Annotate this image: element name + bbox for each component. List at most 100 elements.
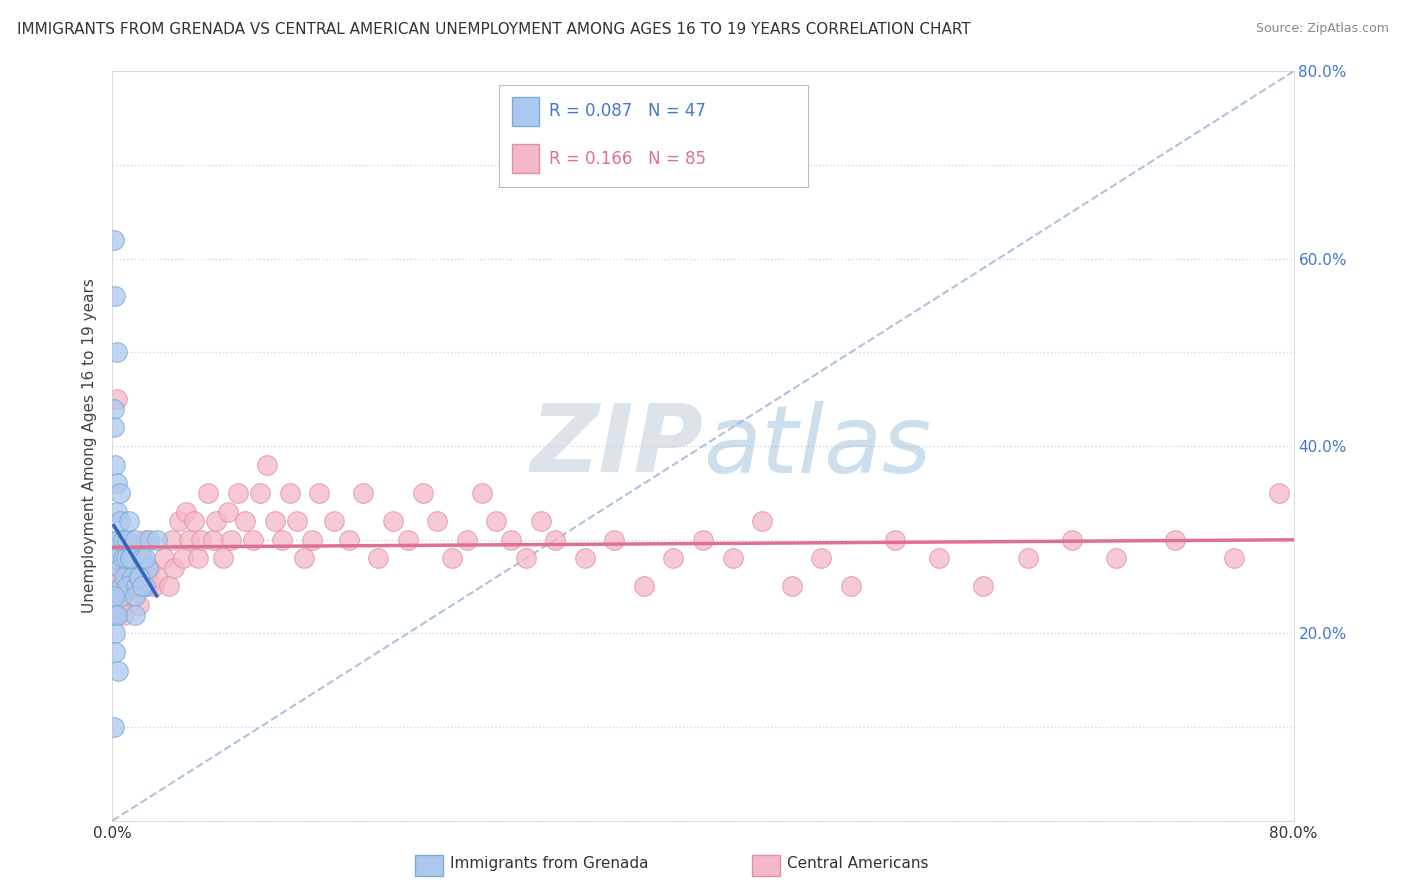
Point (201, 533, 224, 547)
Point (111, 533, 134, 547)
Point (928, 551, 950, 566)
Point (212, 551, 235, 566)
Text: Immigrants from Grenada: Immigrants from Grenada (450, 856, 648, 871)
Point (544, 533, 567, 547)
Point (122, 589, 145, 603)
Point (104, 551, 127, 566)
Point (105, 345, 128, 359)
Point (111, 580, 134, 594)
Point (111, 551, 134, 566)
Text: Source: ZipAtlas.com: Source: ZipAtlas.com (1256, 22, 1389, 36)
Point (105, 607, 128, 622)
Point (183, 514, 205, 528)
Point (128, 570, 150, 584)
Point (142, 580, 165, 594)
Point (120, 551, 142, 566)
Point (105, 505, 128, 519)
Point (179, 533, 201, 547)
Point (114, 551, 136, 566)
FancyBboxPatch shape (512, 145, 540, 173)
Point (104, 551, 127, 566)
Text: IMMIGRANTS FROM GRENADA VS CENTRAL AMERICAN UNEMPLOYMENT AMONG AGES 16 TO 19 YEA: IMMIGRANTS FROM GRENADA VS CENTRAL AMERI… (17, 22, 970, 37)
Point (751, 514, 773, 528)
Point (256, 458, 278, 472)
Point (1017, 551, 1039, 566)
Point (103, 720, 125, 734)
Point (134, 533, 156, 547)
Point (124, 533, 146, 547)
Point (219, 533, 242, 547)
Point (1062, 533, 1084, 547)
Point (172, 551, 194, 566)
Point (884, 533, 907, 547)
Point (107, 533, 129, 547)
Point (1268, 486, 1291, 500)
Text: atlas: atlas (703, 401, 931, 491)
Point (107, 589, 129, 603)
Point (138, 561, 160, 575)
Point (301, 533, 323, 547)
Point (226, 486, 249, 500)
Point (120, 551, 142, 566)
Point (197, 486, 219, 500)
Point (124, 607, 146, 622)
Point (122, 551, 145, 566)
Point (112, 570, 135, 584)
Point (153, 551, 176, 566)
Point (117, 580, 138, 594)
Point (242, 533, 264, 547)
Point (662, 551, 685, 566)
Point (692, 533, 714, 547)
Point (278, 486, 301, 500)
Point (120, 551, 142, 566)
Point (103, 589, 125, 603)
Point (110, 589, 132, 603)
Point (108, 570, 131, 584)
Point (104, 626, 127, 640)
Point (382, 514, 405, 528)
Point (441, 551, 464, 566)
Point (810, 551, 832, 566)
Point (107, 533, 129, 547)
Point (131, 551, 153, 566)
Text: R = 0.166   N = 85: R = 0.166 N = 85 (548, 150, 706, 168)
Point (146, 533, 169, 547)
FancyBboxPatch shape (512, 97, 540, 126)
Point (136, 561, 159, 575)
Point (163, 561, 186, 575)
Point (146, 570, 169, 584)
Point (124, 589, 146, 603)
Point (134, 580, 156, 594)
Point (105, 476, 128, 491)
Point (138, 533, 160, 547)
Point (187, 551, 209, 566)
Point (105, 392, 128, 407)
Point (485, 514, 508, 528)
Point (264, 514, 287, 528)
Point (411, 486, 433, 500)
Point (103, 401, 125, 416)
Point (426, 514, 449, 528)
Point (603, 533, 626, 547)
Point (108, 561, 131, 575)
Point (721, 551, 744, 566)
Point (292, 551, 315, 566)
Point (352, 486, 374, 500)
Point (780, 580, 803, 594)
Point (529, 514, 551, 528)
Point (118, 514, 141, 528)
Point (104, 645, 127, 659)
Point (103, 420, 125, 434)
Point (160, 533, 183, 547)
Point (108, 486, 131, 500)
Point (973, 580, 995, 594)
Point (308, 486, 330, 500)
Point (108, 514, 131, 528)
Point (174, 505, 197, 519)
Point (396, 533, 419, 547)
Point (131, 551, 153, 566)
Point (1164, 533, 1187, 547)
Text: R = 0.087   N = 47: R = 0.087 N = 47 (548, 103, 706, 120)
Point (501, 533, 523, 547)
Point (103, 233, 125, 247)
